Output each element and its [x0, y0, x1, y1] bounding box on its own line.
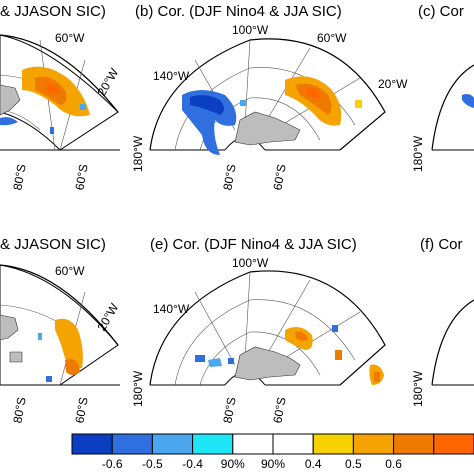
panel-a-lat-60s: 60°S	[72, 163, 90, 191]
panel-d-lat-60s: 60°S	[72, 396, 90, 424]
panel-e-lon-100w: 100°W	[232, 256, 269, 270]
panel-d: & JJASON SIC) 60°W 20°W 80°S 60°S	[0, 236, 122, 424]
colorbar-box-4	[232, 433, 274, 455]
panel-c: (c) Cor 180°W	[411, 3, 474, 172]
colorbar-label-6: 0.5	[345, 457, 362, 471]
panel-b-lon-20w: 20°W	[378, 77, 408, 91]
panel-e-lon-140w: 140°W	[153, 302, 190, 316]
colorbar-box-9	[433, 433, 474, 455]
panel-e-title: (e) Cor. (DJF Nino4 & JJA SIC)	[150, 236, 357, 253]
panel-b-lat-80s: 80°S	[220, 163, 238, 191]
panel-c-lon-180w: 180°W	[411, 135, 425, 172]
panel-b-lat-60s: 60°S	[270, 163, 288, 191]
panel-b-lon-140w: 140°W	[153, 69, 190, 83]
colorbar-label-0: -0.6	[102, 457, 123, 471]
panel-a-lat-80s: 80°S	[10, 163, 28, 191]
panel-b-lon-180w: 180°W	[131, 135, 145, 172]
panel-b-title: (b) Cor. (DJF Nino4 & JJA SIC)	[135, 3, 342, 20]
panel-e: (e) Cor. (DJF Nino4 & JJA SIC) 100°W 140…	[131, 236, 386, 424]
colorbar-label-1: -0.5	[142, 457, 163, 471]
colorbar-box-7	[352, 433, 395, 455]
colorbar-label-7: 0.6	[385, 457, 402, 471]
panel-a: & JJASON SIC) 60°W 20°W 80°S 60°S	[0, 3, 122, 191]
colorbar-box-2	[151, 433, 194, 455]
panel-f-lon-180w: 180°W	[411, 370, 425, 407]
colorbar: -0.6 -0.5 -0.4 90% 90% 0.4 0.5 0.6	[71, 433, 474, 471]
colorbar-box-8	[393, 433, 435, 455]
panel-a-title: & JJASON SIC)	[0, 3, 106, 20]
panel-d-lon-20w: 20°W	[94, 300, 121, 333]
panel-e-lat-60s: 60°S	[270, 396, 288, 424]
panel-a-lon-20w: 20°W	[94, 65, 121, 98]
panel-f-title: (f) Cor	[420, 236, 463, 253]
colorbar-box-5	[272, 433, 314, 455]
panel-a-lon-60w: 60°W	[55, 31, 85, 45]
colorbar-box-0	[71, 433, 113, 455]
colorbar-box-1	[111, 433, 153, 455]
panel-d-lat-80s: 80°S	[10, 396, 28, 424]
colorbar-box-6	[312, 433, 354, 455]
colorbar-label-3: 90%	[221, 457, 245, 471]
panel-e-lon-180w: 180°W	[131, 370, 145, 407]
panel-e-lat-80s: 80°S	[220, 396, 238, 424]
colorbar-box-3	[192, 433, 234, 455]
colorbar-label-4: 90%	[261, 457, 285, 471]
panel-c-title: (c) Cor	[418, 3, 464, 20]
panel-f: (f) Cor 180°W	[411, 236, 474, 407]
panel-b-lon-60w: 60°W	[317, 31, 347, 45]
panel-d-title: & JJASON SIC)	[0, 236, 106, 253]
colorbar-label-2: -0.4	[182, 457, 203, 471]
colorbar-label-5: 0.4	[305, 457, 322, 471]
panel-b-lon-100w: 100°W	[232, 23, 269, 37]
panel-d-lon-60w: 60°W	[55, 264, 85, 278]
panel-b: (b) Cor. (DJF Nino4 & JJA SIC) 100°W 140…	[131, 3, 408, 191]
